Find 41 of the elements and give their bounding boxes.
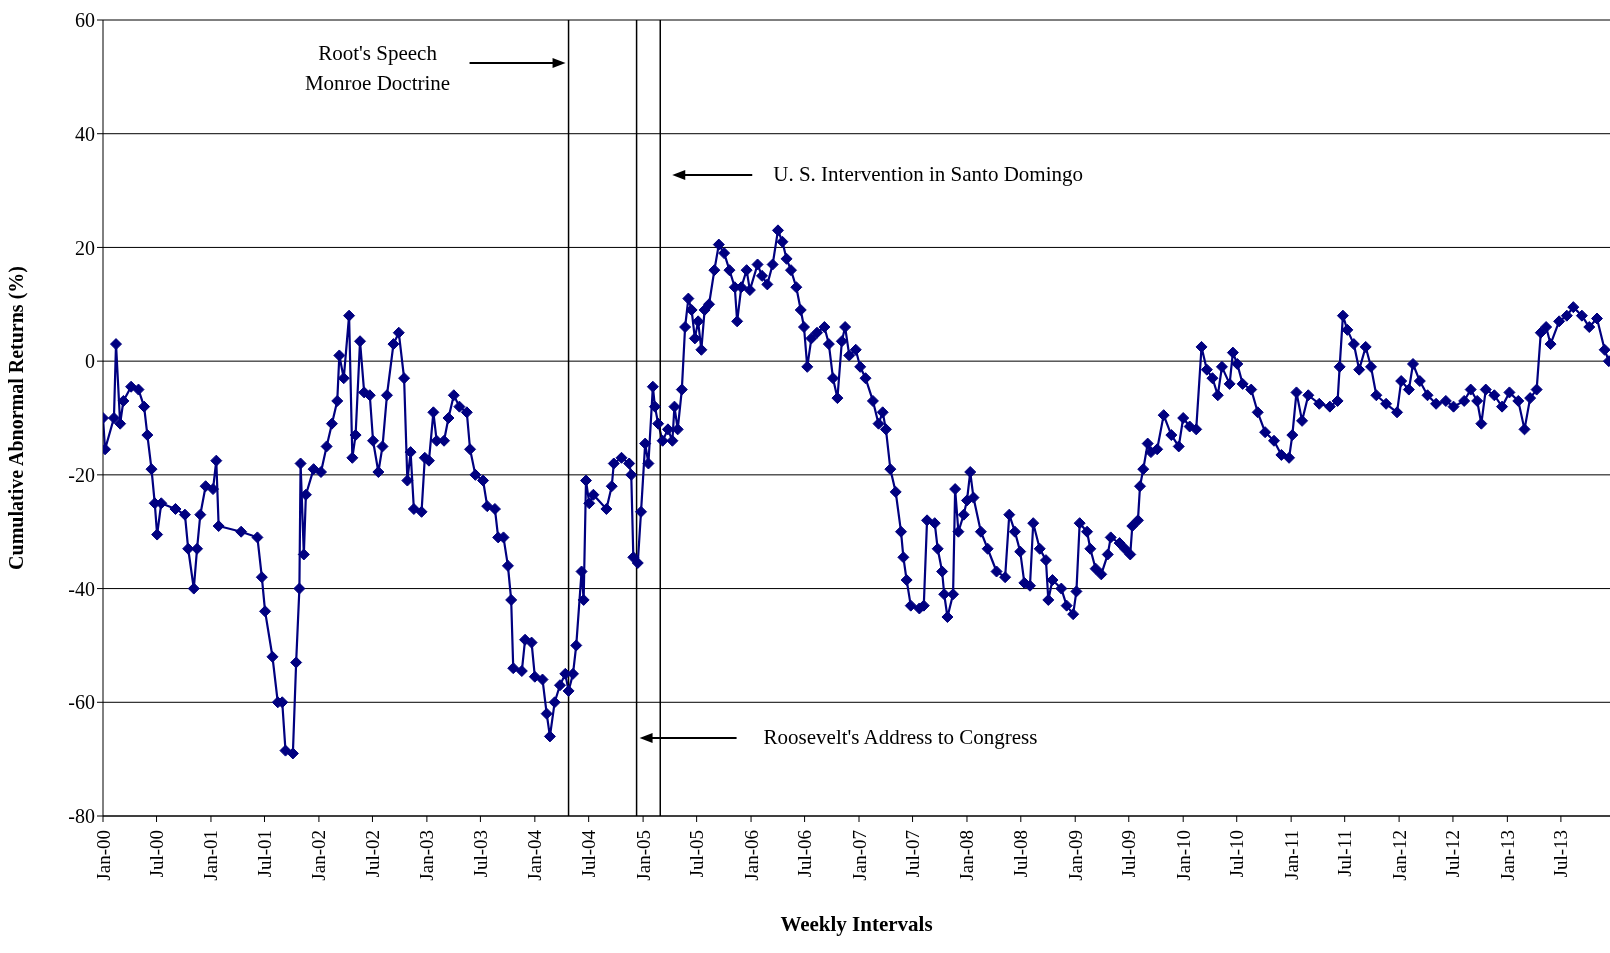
x-tick-label: Jan-10	[1172, 830, 1194, 881]
x-tick-label: Jul-08	[1010, 830, 1032, 878]
x-axis-title: Weekly Intervals	[780, 912, 933, 936]
x-tick-label: Jan-13	[1496, 830, 1518, 881]
x-tick-label: Jan-11	[1280, 830, 1302, 880]
x-tick-label: Jan-07	[848, 830, 870, 881]
x-tick-label: Jul-13	[1550, 830, 1572, 878]
x-tick-label: Jan-02	[308, 830, 330, 881]
y-tick-label: -60	[68, 691, 95, 714]
x-tick-label: Jul-07	[902, 830, 924, 878]
y-tick-label: 40	[75, 122, 95, 145]
x-tick-label: Jul-03	[469, 830, 491, 878]
x-tick-label: Jul-04	[578, 829, 600, 878]
x-tick-label: Jul-06	[794, 830, 816, 878]
y-tick-label: -40	[68, 577, 95, 600]
x-tick-label: Jul-00	[146, 830, 168, 878]
y-axis-title: Cumulative Abnormal Returns (%)	[5, 266, 29, 570]
x-tick-label: Jul-10	[1226, 830, 1248, 878]
x-tick-label: Jul-11	[1334, 830, 1356, 877]
x-tick-label: Jan-01	[200, 830, 222, 881]
y-tick-label: 0	[85, 350, 95, 373]
x-tick-label: Jul-09	[1118, 830, 1140, 878]
x-tick-label: Jan-12	[1388, 830, 1410, 881]
annotation: U. S. Intervention in Santo Domingo	[773, 162, 1083, 186]
x-tick-label: Jan-03	[416, 830, 438, 881]
x-tick-label: Jul-02	[361, 830, 383, 878]
y-tick-label: 20	[75, 236, 95, 259]
x-tick-label: Jan-04	[524, 829, 546, 881]
y-tick-label: 60	[75, 9, 95, 32]
y-tick-label: -20	[68, 463, 95, 486]
x-tick-label: Jan-08	[956, 830, 978, 881]
y-tick-label: -80	[68, 805, 95, 828]
x-tick-label: Jan-00	[92, 830, 114, 881]
annotation: Roosevelt's Address to Congress	[763, 725, 1038, 749]
x-tick-label: Jul-12	[1442, 830, 1464, 878]
x-tick-label: Jul-01	[254, 830, 275, 878]
x-tick-label: Jan-05	[632, 830, 654, 881]
x-tick-label: Jan-06	[740, 830, 762, 881]
annotation: Root's Speech Monroe Doctrine	[304, 41, 451, 95]
x-tick-label: Jan-09	[1064, 830, 1086, 881]
x-tick-label: Jul-05	[686, 830, 708, 878]
